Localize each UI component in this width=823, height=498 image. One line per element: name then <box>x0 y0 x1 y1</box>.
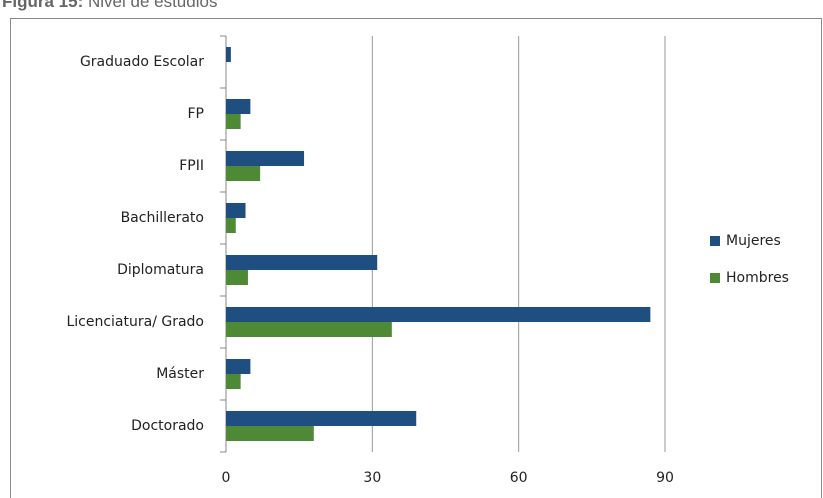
legend-label: Mujeres <box>726 233 781 249</box>
y-tick-label: Diplomatura <box>117 262 204 278</box>
bar <box>226 218 236 233</box>
y-tick-label: Máster <box>156 366 204 382</box>
chart-border <box>10 18 822 498</box>
y-tick-label: Graduado Escolar <box>80 54 204 70</box>
title-label: Figura 15: <box>2 0 83 11</box>
legend-label: Hombres <box>726 270 789 286</box>
x-tick-label: 0 <box>222 470 231 486</box>
bar <box>226 307 651 322</box>
y-tick-label: FP <box>188 106 205 122</box>
x-tick-label: 30 <box>363 470 381 486</box>
bar <box>226 114 241 129</box>
bar <box>226 203 246 218</box>
legend-swatch <box>710 236 720 246</box>
chart-title: Figura 15: Nivel de estudios <box>2 0 217 11</box>
x-tick-label: 90 <box>656 470 674 486</box>
title-text: Nivel de estudios <box>88 0 217 11</box>
bar <box>226 426 314 441</box>
bar <box>226 166 261 181</box>
bar <box>226 47 231 62</box>
bar <box>226 322 392 337</box>
bar <box>226 374 241 389</box>
x-tick-label: 60 <box>510 470 528 486</box>
bar <box>226 270 248 285</box>
y-tick-label: Bachillerato <box>121 210 204 226</box>
y-tick-label: FPII <box>179 158 204 174</box>
y-tick-label: Licenciatura/ Grado <box>66 314 204 330</box>
bar <box>226 359 251 374</box>
legend-swatch <box>710 273 720 283</box>
bar <box>226 99 251 114</box>
y-tick-label: Doctorado <box>131 418 204 434</box>
bar <box>226 255 378 270</box>
bar <box>226 411 417 426</box>
bar <box>226 151 305 166</box>
